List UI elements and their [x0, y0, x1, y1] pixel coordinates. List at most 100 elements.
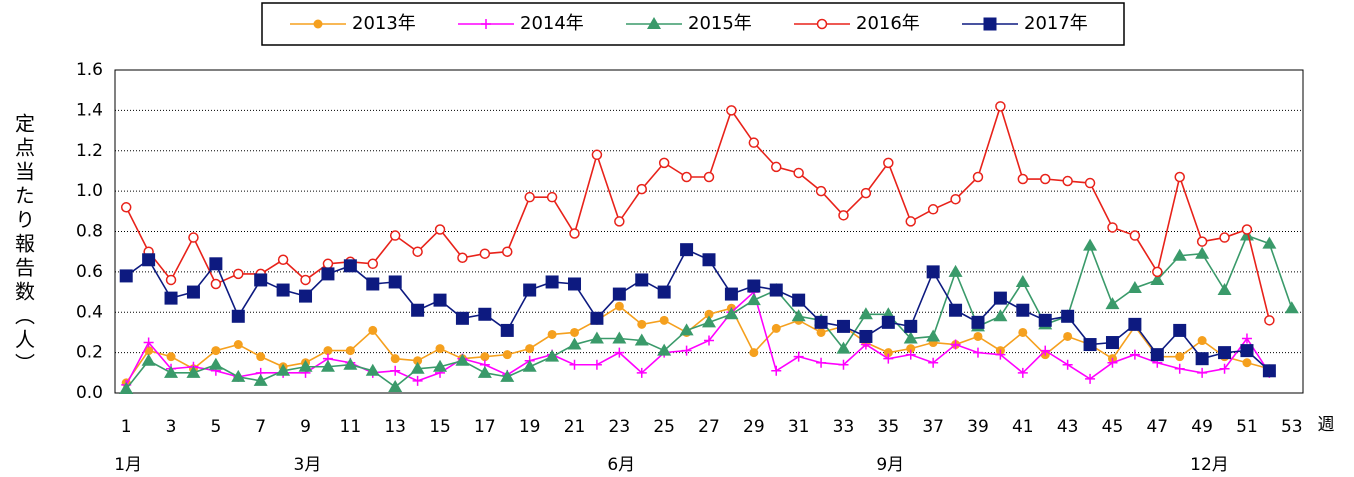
marker [1128, 317, 1142, 331]
marker [210, 278, 222, 290]
x-tick-label: 21 [564, 417, 586, 437]
legend-marker [481, 19, 491, 29]
marker [859, 329, 873, 343]
marker [702, 315, 716, 328]
x-tick-label: 11 [340, 417, 362, 437]
marker [658, 157, 670, 169]
x-tick-label: 27 [698, 417, 720, 437]
marker [971, 315, 985, 329]
marker [477, 365, 492, 378]
marker [637, 319, 647, 329]
marker [434, 224, 446, 235]
marker [927, 204, 939, 215]
marker [412, 246, 423, 257]
marker [1016, 303, 1030, 317]
marker [704, 335, 714, 346]
marker [634, 333, 649, 346]
marker [231, 309, 245, 323]
marker [1150, 272, 1165, 285]
marker [993, 309, 1008, 322]
marker [569, 359, 580, 370]
marker [321, 267, 335, 281]
marker [410, 361, 425, 374]
marker [1018, 327, 1028, 337]
marker [814, 315, 828, 329]
marker [480, 352, 490, 362]
marker [569, 228, 580, 239]
marker [322, 258, 334, 270]
x-tick-label: 35 [878, 417, 900, 437]
marker [904, 319, 918, 333]
marker [1174, 363, 1185, 374]
marker [1195, 246, 1210, 259]
marker [1284, 301, 1299, 314]
marker [816, 357, 827, 368]
x-tick-label: 1 [121, 417, 132, 437]
marker [253, 373, 268, 386]
marker [590, 311, 604, 325]
marker [502, 350, 512, 360]
marker [905, 216, 916, 227]
marker [455, 311, 469, 325]
marker [1262, 236, 1277, 249]
marker [1107, 222, 1118, 233]
marker [1129, 349, 1140, 360]
marker [1015, 274, 1030, 287]
x-tick-label: 25 [653, 417, 675, 437]
marker [233, 268, 244, 280]
marker [972, 347, 983, 358]
marker [1084, 177, 1096, 189]
marker [1062, 175, 1073, 187]
x-tick-label: 29 [743, 417, 765, 437]
marker [612, 331, 627, 344]
marker [389, 230, 401, 241]
marker [1241, 224, 1253, 235]
marker [209, 257, 223, 271]
marker [636, 183, 648, 195]
x-tick-label: 15 [429, 417, 451, 437]
y-tick-label: 1.2 [76, 141, 103, 161]
y-tick-label: 1.4 [76, 100, 103, 120]
marker [591, 359, 602, 370]
series-line [125, 248, 1270, 372]
marker [724, 287, 738, 301]
marker [881, 315, 895, 329]
marker [1105, 297, 1120, 310]
x-tick-label: 31 [788, 417, 810, 437]
legend-label: 2013年 [352, 13, 416, 34]
marker [343, 259, 357, 273]
marker [1083, 338, 1097, 352]
marker [522, 359, 537, 372]
marker [119, 269, 133, 283]
marker [1038, 313, 1052, 327]
marker [636, 367, 647, 378]
legend-label: 2014年 [520, 13, 584, 34]
y-tick-label: 1.6 [76, 60, 103, 80]
marker [570, 327, 580, 337]
marker [298, 359, 313, 372]
marker [433, 359, 448, 372]
marker [367, 258, 379, 270]
x-tick-label: 13 [384, 417, 406, 437]
marker [457, 252, 468, 263]
marker [614, 347, 625, 358]
marker [1039, 173, 1051, 185]
x-tick-label: 37 [922, 417, 944, 437]
marker [928, 357, 939, 368]
marker [365, 363, 380, 376]
marker [502, 246, 513, 257]
marker [120, 202, 132, 213]
series-line [125, 290, 1271, 386]
legend-marker [647, 17, 661, 29]
marker [141, 353, 156, 366]
x-tick-label: 43 [1057, 417, 1079, 437]
marker [211, 346, 221, 356]
marker [390, 354, 400, 364]
marker [906, 344, 916, 354]
marker [165, 274, 177, 286]
x-tick-label: 51 [1236, 417, 1258, 437]
marker [142, 253, 156, 267]
marker [726, 105, 737, 116]
marker [478, 307, 492, 321]
marker [455, 353, 470, 366]
